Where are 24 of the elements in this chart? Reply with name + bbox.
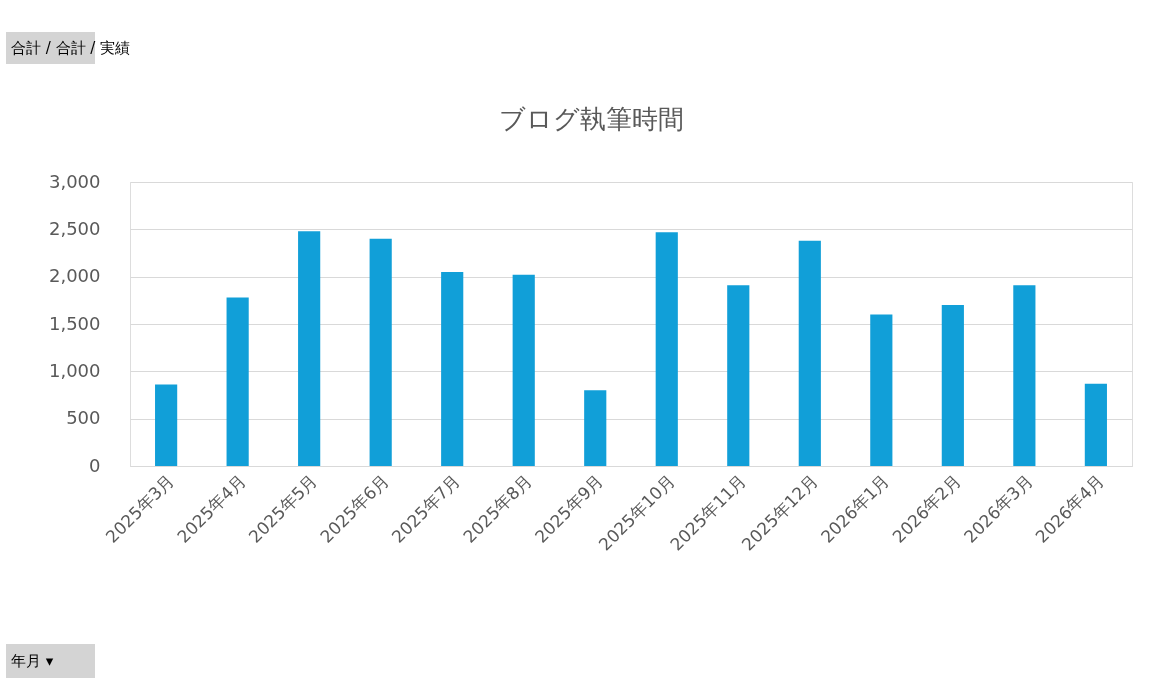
y-tick-label: 2,000 (48, 265, 101, 287)
bar (798, 240, 821, 466)
chart-title: ブログ執筆時間 (498, 104, 684, 134)
bar (369, 238, 392, 466)
bar (441, 271, 464, 466)
bar (584, 390, 607, 466)
bar (512, 274, 535, 466)
y-tick-label: 0 (89, 454, 101, 476)
y-tick-label: 1,500 (48, 312, 101, 334)
text: 合計 / 合計 / 実績 (11, 39, 131, 57)
text: 年月 ▾ (11, 652, 54, 670)
bar (655, 232, 678, 466)
y-tick-label: 500 (66, 407, 101, 429)
bar (1084, 383, 1107, 466)
y-tick-label: 1,000 (48, 359, 101, 381)
bar (155, 384, 178, 466)
y-tick-label: 3,000 (48, 170, 101, 192)
bar (226, 297, 249, 466)
bar (941, 305, 964, 466)
bar (1013, 285, 1036, 466)
y-tick-label: 2,500 (48, 217, 101, 239)
bar (870, 314, 893, 466)
bar (727, 285, 750, 466)
bar (298, 231, 321, 466)
